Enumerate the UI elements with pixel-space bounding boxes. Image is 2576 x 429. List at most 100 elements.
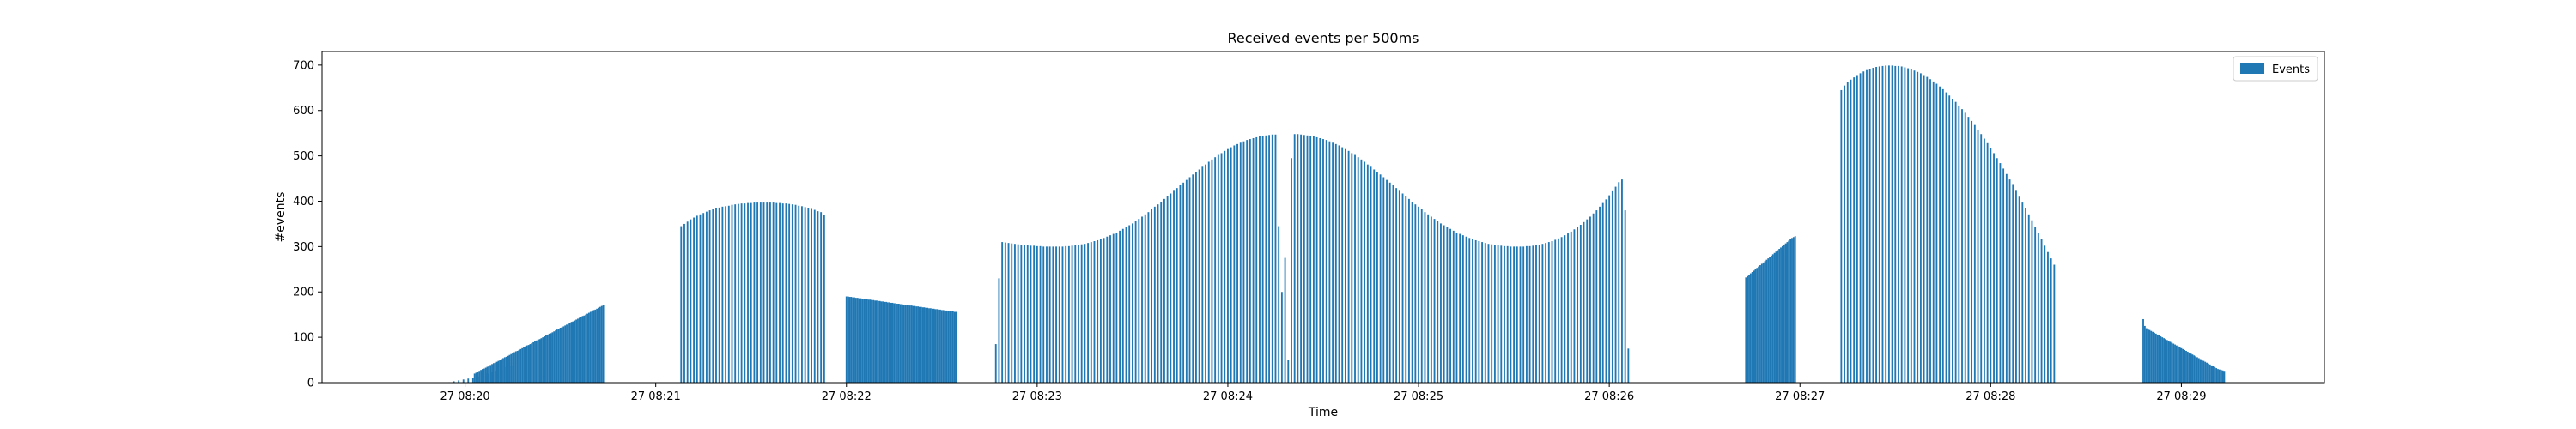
bar-5-121 — [1379, 174, 1382, 383]
bar-6-24 — [1783, 245, 1785, 383]
bar-5-71 — [1220, 153, 1223, 383]
bar-7-46 — [1986, 142, 1989, 383]
bar-8-50 — [2221, 370, 2224, 383]
bar-5-62 — [1192, 174, 1194, 383]
bar-7-39 — [1964, 112, 1966, 383]
bar-7-51 — [2002, 168, 2005, 383]
bar-7-38 — [1961, 109, 1963, 384]
bar-5-137 — [1430, 216, 1432, 383]
bar-7-15 — [1887, 65, 1890, 383]
bar-5-112 — [1351, 153, 1353, 383]
bar-8-41 — [2207, 363, 2209, 383]
bar-5-152 — [1478, 241, 1480, 383]
bar-7-6 — [1859, 73, 1862, 383]
bar-7-61 — [2034, 227, 2037, 383]
bar-4-58 — [938, 309, 940, 383]
bar-5-194 — [1611, 190, 1613, 383]
bar-5-73 — [1227, 148, 1229, 383]
bar-2-42 — [540, 338, 543, 383]
bar-8-18 — [2171, 342, 2173, 383]
bar-7-40 — [1967, 117, 1970, 383]
bar-5-31 — [1093, 241, 1096, 383]
bar-5-132 — [1414, 204, 1417, 383]
bar-3-25 — [759, 202, 762, 383]
bar-3-44 — [820, 212, 823, 383]
bar-5-60 — [1185, 179, 1188, 383]
bar-5-135 — [1424, 212, 1426, 383]
bar-4-3 — [850, 297, 853, 383]
bar-5-36 — [1109, 235, 1111, 383]
bar-5-111 — [1347, 150, 1350, 384]
bar-5-19 — [1055, 246, 1057, 383]
bar-2-48 — [550, 333, 552, 383]
bar-5-59 — [1182, 182, 1185, 383]
bar-5-54 — [1166, 196, 1169, 383]
bar-3-3 — [690, 219, 692, 383]
bar-7-29 — [1932, 81, 1935, 384]
bar-3-37 — [798, 205, 800, 383]
bar-5-64 — [1198, 169, 1200, 383]
bar-5-179 — [1564, 235, 1566, 383]
bar-7-24 — [1917, 71, 1919, 383]
bar-5-72 — [1224, 150, 1226, 384]
bar-8-40 — [2206, 362, 2208, 383]
y-tick-label-5: 500 — [293, 150, 314, 163]
bar-5-181 — [1570, 231, 1572, 383]
bar-2-62 — [572, 321, 574, 383]
bar-5-170 — [1535, 245, 1537, 383]
bar-2-29 — [519, 348, 522, 383]
bar-6-31 — [1794, 236, 1796, 383]
bar-4-20 — [877, 300, 879, 383]
bar-5-20 — [1058, 246, 1060, 383]
bar-5-86 — [1268, 135, 1270, 384]
bar-3-32 — [781, 203, 784, 383]
bar-4-68 — [953, 311, 956, 383]
bar-3-17 — [734, 204, 737, 383]
bar-5-197 — [1621, 179, 1623, 383]
bar-7-17 — [1894, 65, 1897, 384]
bar-2-7 — [484, 367, 487, 383]
bar-4-59 — [939, 309, 941, 383]
bar-5-122 — [1382, 177, 1385, 383]
x-axis-ticks: 27 08:20 27 08:21 27 08:22 27 08:23 27 08:24… — [440, 383, 2206, 403]
bar-4-30 — [893, 303, 896, 383]
bar-5-44 — [1134, 221, 1137, 383]
bar-7-5 — [1856, 75, 1858, 383]
bar-3-41 — [811, 208, 812, 383]
bar-4-34 — [899, 304, 902, 383]
bar-5-115 — [1360, 159, 1363, 383]
bar-2-25 — [513, 352, 515, 383]
bar-5-83 — [1259, 136, 1261, 383]
bar-5-177 — [1557, 238, 1559, 383]
x-tick-label-5: 27 08:25 — [1394, 390, 1443, 403]
bar-4-33 — [897, 303, 900, 383]
bar-5-79 — [1246, 140, 1249, 384]
bar-1-4 — [467, 378, 470, 383]
bar-5-188 — [1592, 213, 1595, 383]
bar-6-3 — [1749, 273, 1752, 383]
bar-7-22 — [1910, 69, 1912, 384]
bar-7-63 — [2040, 239, 2043, 383]
bar-2-55 — [561, 327, 563, 383]
bar-5-191 — [1601, 202, 1604, 383]
bar-3-21 — [747, 202, 749, 383]
bar-8-15 — [2166, 340, 2168, 383]
bar-5-176 — [1554, 239, 1557, 383]
bar-8-11 — [2160, 336, 2162, 383]
bar-5-190 — [1599, 206, 1601, 383]
bar-5-98 — [1306, 135, 1309, 383]
bar-5-128 — [1401, 193, 1404, 383]
bar-5-58 — [1179, 184, 1182, 383]
bar-8-42 — [2208, 364, 2211, 383]
bar-8-27 — [2185, 350, 2187, 383]
bar-7-3 — [1850, 79, 1852, 383]
bar-2-21 — [507, 355, 509, 383]
bar-7-58 — [2025, 208, 2026, 383]
bar-2-34 — [527, 345, 530, 383]
bar-6-17 — [1771, 254, 1774, 383]
bar-2-59 — [567, 323, 569, 383]
bar-5-127 — [1398, 190, 1400, 383]
bar-5-120 — [1376, 172, 1378, 383]
bar-2-44 — [544, 336, 546, 383]
bar-7-53 — [2008, 179, 2011, 383]
